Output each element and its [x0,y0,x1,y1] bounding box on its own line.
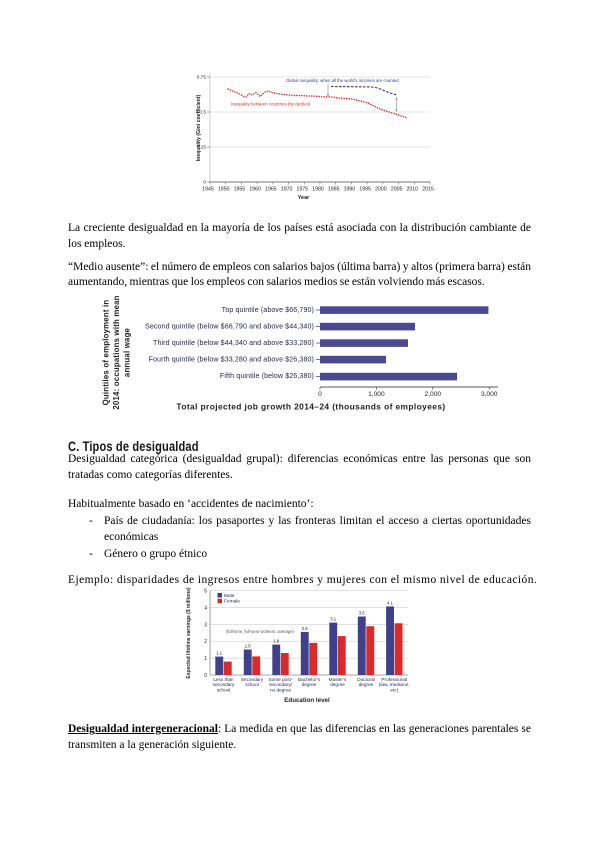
svg-text:Inequality between countries (: Inequality between countries (by deciles… [231,102,311,107]
svg-text:3,000: 3,000 [481,391,498,398]
svg-text:Year: Year [298,195,310,201]
svg-text:3.5: 3.5 [359,611,365,616]
svg-text:Professional: Professional [381,677,407,682]
svg-text:Quintiles of employment in: Quintiles of employment in [102,300,111,406]
svg-text:(full-time, full-year workers;: (full-time, full-year workers; average) [226,629,295,634]
svg-text:4: 4 [204,605,207,611]
svg-text:1965: 1965 [265,187,277,193]
svg-text:Less than: Less than [213,677,234,682]
svg-text:1955: 1955 [234,187,246,193]
svg-text:0.75: 0.75 [197,75,207,81]
svg-text:0: 0 [204,673,207,679]
svg-text:Some post-: Some post- [269,677,293,682]
svg-text:2: 2 [204,639,207,645]
svg-text:degree: degree [302,682,317,687]
svg-text:1.5: 1.5 [245,644,251,649]
svg-text:Top quintile (above $66,790): Top quintile (above $66,790) [222,306,314,314]
svg-text:4.1: 4.1 [387,600,393,605]
svg-text:school: school [217,687,231,692]
svg-text:1980: 1980 [312,187,324,193]
svg-text:1.8: 1.8 [273,639,279,644]
svg-text:3.1: 3.1 [330,617,336,622]
svg-text:1960: 1960 [249,187,261,193]
svg-text:Third quintile (below $44,340: Third quintile (below $44,340 and above … [153,339,314,347]
svg-text:1970: 1970 [281,187,293,193]
svg-text:Education level: Education level [284,697,330,704]
svg-text:secondary: secondary [213,682,235,687]
svg-text:Expected lifetime earnings ($: Expected lifetime earnings ($ millions) [186,587,192,678]
svg-text:Female: Female [224,599,240,605]
svg-text:school: school [245,682,259,687]
svg-text:secondary/: secondary/ [269,682,293,687]
svg-text:annual wage: annual wage [123,327,132,377]
svg-text:etc): etc) [390,687,398,692]
svg-text:Bachelor’s: Bachelor’s [298,677,321,682]
svg-text:0: 0 [203,180,206,186]
svg-text:1,000: 1,000 [368,391,385,398]
svg-text:2010: 2010 [407,187,419,193]
svg-text:0: 0 [318,391,322,398]
svg-text:Secondary: Secondary [241,677,264,682]
svg-text:Fourth quintile (below $33,280: Fourth quintile (below $33,280 and above… [149,356,314,364]
svg-text:Second quintile (below $66,790: Second quintile (below $66,790 and above… [145,323,314,331]
svg-text:Global inequality: when all th: Global inequality: when all the world’s … [286,78,399,83]
svg-text:1995: 1995 [359,187,371,193]
svg-text:0.5: 0.5 [199,110,206,116]
svg-text:1975: 1975 [297,187,309,193]
svg-text:2000: 2000 [375,187,387,193]
svg-text:5: 5 [204,589,207,595]
svg-text:Inequality (Gini coefficient): Inequality (Gini coefficient) [196,94,202,161]
svg-text:Total projected job growth 201: Total projected job growth 2014–24 (thou… [176,402,445,412]
svg-text:Doctoral: Doctoral [357,677,374,682]
svg-text:degree: degree [359,682,374,687]
svg-text:no degree: no degree [270,687,292,692]
svg-text:2.6: 2.6 [302,626,308,631]
svg-text:0.25: 0.25 [197,145,207,151]
svg-text:(law, medicine,: (law, medicine, [379,682,410,687]
svg-text:1990: 1990 [344,187,356,193]
svg-text:1.1: 1.1 [216,651,222,656]
svg-text:2005: 2005 [391,187,403,193]
svg-text:3: 3 [204,622,207,628]
svg-text:Male: Male [224,593,235,599]
svg-text:1945: 1945 [202,187,214,193]
svg-text:2,000: 2,000 [425,391,442,398]
svg-text:1: 1 [204,656,207,662]
svg-text:1985: 1985 [328,187,340,193]
svg-text:1950: 1950 [218,187,230,193]
svg-text:2015: 2015 [422,187,434,193]
svg-text:2014: occupations with mean: 2014: occupations with mean [112,295,121,409]
svg-text:Master’s: Master’s [329,677,347,682]
svg-text:degree: degree [330,682,345,687]
svg-text:Fifth quintile (below $26,380): Fifth quintile (below $26,380) [220,372,314,380]
